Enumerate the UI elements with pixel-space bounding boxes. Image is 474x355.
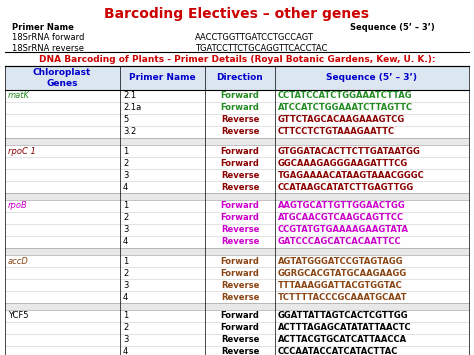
Text: CCCAATACCATCATACTTAC: CCCAATACCATCATACTTAC	[278, 348, 398, 355]
Bar	[5, 255, 469, 303]
Text: Reverse: Reverse	[221, 182, 259, 191]
Text: 1: 1	[123, 257, 128, 266]
Text: 2: 2	[123, 323, 128, 333]
Text: TCTTTTACCCGCAAATGCAAT: TCTTTTACCCGCAAATGCAAT	[278, 293, 408, 301]
Text: 3.2: 3.2	[123, 127, 136, 137]
Text: 3: 3	[123, 225, 128, 235]
Text: GGATTATTAGTCACTCGTTGG: GGATTATTAGTCACTCGTTGG	[278, 311, 409, 321]
Text: Forward: Forward	[220, 311, 259, 321]
Text: 4: 4	[123, 237, 128, 246]
Text: ATGCAACGTCAAGCAGTTCC: ATGCAACGTCAAGCAGTTCC	[278, 213, 404, 223]
Text: Forward: Forward	[220, 92, 259, 100]
Text: 3: 3	[123, 335, 128, 344]
Text: TGAGAAAACATAAGTAAACGGGC: TGAGAAAACATAAGTAAACGGGC	[278, 170, 425, 180]
Text: 18SrRNA reverse: 18SrRNA reverse	[12, 44, 84, 53]
Text: Forward: Forward	[220, 158, 259, 168]
Text: DNA Barcoding of Plants - Primer Details (Royal Botanic Gardens, Kew, U. K.):: DNA Barcoding of Plants - Primer Details…	[39, 55, 435, 64]
Text: ACTTACGTGCATCATTAACCA: ACTTACGTGCATCATTAACCA	[278, 335, 407, 344]
Text: Reverse: Reverse	[221, 335, 259, 344]
Text: Forward: Forward	[220, 104, 259, 113]
Text: Reverse: Reverse	[221, 115, 259, 125]
Bar	[5, 66, 469, 90]
Text: 2: 2	[123, 268, 128, 278]
Bar	[5, 248, 469, 255]
Text: ACTTTAGAGCATATATTAACTC: ACTTTAGAGCATATATTAACTC	[278, 323, 411, 333]
Text: Reverse: Reverse	[221, 293, 259, 301]
Text: 5: 5	[123, 115, 128, 125]
Text: Direction: Direction	[217, 73, 264, 82]
Text: ATCCATCTGGAAATCTTAGTTC: ATCCATCTGGAAATCTTAGTTC	[278, 104, 413, 113]
Text: Reverse: Reverse	[221, 225, 259, 235]
Text: 1: 1	[123, 311, 128, 321]
Bar	[5, 145, 469, 193]
Text: Forward: Forward	[220, 213, 259, 223]
Text: GTTCTAGCACAAGAAAGTCG: GTTCTAGCACAAGAAAGTCG	[278, 115, 405, 125]
Text: GGRGCACGTATGCAAGAAGG: GGRGCACGTATGCAAGAAGG	[278, 268, 407, 278]
Text: 4: 4	[123, 182, 128, 191]
Text: 3: 3	[123, 170, 128, 180]
Text: CCTATCCATCTGGAAATCTTAG: CCTATCCATCTGGAAATCTTAG	[278, 92, 413, 100]
Text: Primer Name: Primer Name	[128, 73, 195, 82]
Text: 3: 3	[123, 280, 128, 289]
Text: YCF5: YCF5	[8, 311, 28, 321]
Bar	[5, 310, 469, 355]
Text: Chloroplast
Genes: Chloroplast Genes	[33, 68, 91, 88]
Text: CCATAAGCATATCTTGAGTTGG: CCATAAGCATATCTTGAGTTGG	[278, 182, 414, 191]
Text: AACCTGGTTGATCCTGCCAGT: AACCTGGTTGATCCTGCCAGT	[195, 33, 314, 42]
Text: Reverse: Reverse	[221, 237, 259, 246]
Text: 4: 4	[123, 348, 128, 355]
Bar	[5, 138, 469, 145]
Text: Barcoding Electives – other genes: Barcoding Electives – other genes	[104, 7, 370, 21]
Text: Reverse: Reverse	[221, 170, 259, 180]
Text: Forward: Forward	[220, 257, 259, 266]
Text: Primer Name: Primer Name	[12, 23, 74, 32]
Text: TGATCCTTCTGCAGGTTCACCTAC: TGATCCTTCTGCAGGTTCACCTAC	[195, 44, 328, 53]
Text: 2.1: 2.1	[123, 92, 136, 100]
Text: CCGTATGTGAAAAGAAGTATA: CCGTATGTGAAAAGAAGTATA	[278, 225, 409, 235]
Text: GTGGATACACTTCTTGATAATGG: GTGGATACACTTCTTGATAATGG	[278, 147, 421, 155]
Text: GGCAAAGAGGGAAGATTTCG: GGCAAAGAGGGAAGATTTCG	[278, 158, 408, 168]
Text: GATCCCAGCATCACAATTCC: GATCCCAGCATCACAATTCC	[278, 237, 401, 246]
Bar	[5, 200, 469, 248]
Text: Forward: Forward	[220, 268, 259, 278]
Text: TTTAAAGGATTACGTGGTAC: TTTAAAGGATTACGTGGTAC	[278, 280, 403, 289]
Text: Forward: Forward	[220, 202, 259, 211]
Text: rpoB: rpoB	[8, 202, 28, 211]
Bar	[5, 303, 469, 310]
Text: Forward: Forward	[220, 147, 259, 155]
Text: 2.1a: 2.1a	[123, 104, 141, 113]
Text: Reverse: Reverse	[221, 127, 259, 137]
Text: Reverse: Reverse	[221, 348, 259, 355]
Text: CTTCCTCTGTAAAGAATTC: CTTCCTCTGTAAAGAATTC	[278, 127, 395, 137]
Bar	[5, 193, 469, 200]
Text: AGTATGGGATCCGTAGTAGG: AGTATGGGATCCGTAGTAGG	[278, 257, 404, 266]
Bar	[5, 90, 469, 138]
Text: rpoC 1: rpoC 1	[8, 147, 36, 155]
Text: 4: 4	[123, 293, 128, 301]
Text: Sequence (5’ – 3’): Sequence (5’ – 3’)	[327, 73, 418, 82]
Text: 2: 2	[123, 158, 128, 168]
Text: Forward: Forward	[220, 323, 259, 333]
Text: AAGTGCATTGTTGGAACTGG: AAGTGCATTGTTGGAACTGG	[278, 202, 406, 211]
Text: Sequence (5’ – 3’): Sequence (5’ – 3’)	[350, 23, 435, 32]
Text: 1: 1	[123, 202, 128, 211]
Text: Reverse: Reverse	[221, 280, 259, 289]
Text: 18SrRNA forward: 18SrRNA forward	[12, 33, 84, 42]
Text: 2: 2	[123, 213, 128, 223]
Text: accD: accD	[8, 257, 29, 266]
Text: matK: matK	[8, 92, 30, 100]
Text: 1: 1	[123, 147, 128, 155]
